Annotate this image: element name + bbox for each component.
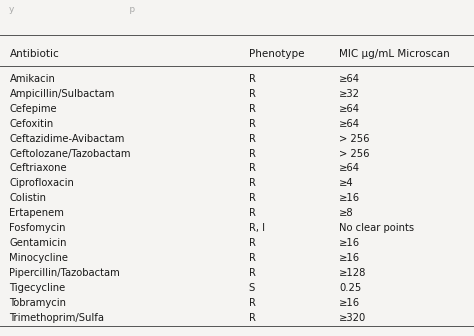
- Text: R: R: [249, 163, 256, 173]
- Text: ≥64: ≥64: [339, 74, 360, 84]
- Text: R: R: [249, 119, 256, 129]
- Text: R: R: [249, 208, 256, 218]
- Text: Ceftriaxone: Ceftriaxone: [9, 163, 67, 173]
- Text: R: R: [249, 313, 256, 323]
- Text: Minocycline: Minocycline: [9, 253, 68, 263]
- Text: > 256: > 256: [339, 149, 369, 159]
- Text: No clear points: No clear points: [339, 223, 414, 233]
- Text: Tigecycline: Tigecycline: [9, 283, 66, 293]
- Text: ≥128: ≥128: [339, 268, 366, 278]
- Text: R: R: [249, 253, 256, 263]
- Text: ≥16: ≥16: [339, 253, 360, 263]
- Text: R: R: [249, 298, 256, 308]
- Text: R: R: [249, 193, 256, 203]
- Text: > 256: > 256: [339, 134, 369, 143]
- Text: ≥16: ≥16: [339, 193, 360, 203]
- Text: R: R: [249, 238, 256, 248]
- Text: MIC μg/mL Microscan: MIC μg/mL Microscan: [339, 49, 450, 59]
- Text: Pipercillin/Tazobactam: Pipercillin/Tazobactam: [9, 268, 120, 278]
- Text: Fosfomycin: Fosfomycin: [9, 223, 66, 233]
- Text: ≥4: ≥4: [339, 178, 354, 188]
- Text: Phenotype: Phenotype: [249, 49, 304, 59]
- Text: Gentamicin: Gentamicin: [9, 238, 67, 248]
- Text: ≥32: ≥32: [339, 89, 360, 99]
- Text: 0.25: 0.25: [339, 283, 361, 293]
- Text: ≥64: ≥64: [339, 104, 360, 114]
- Text: S: S: [249, 283, 255, 293]
- Text: R: R: [249, 89, 256, 99]
- Text: y                                        p: y p: [9, 5, 136, 14]
- Text: ≥8: ≥8: [339, 208, 354, 218]
- Text: R: R: [249, 149, 256, 159]
- Text: Ampicillin/Sulbactam: Ampicillin/Sulbactam: [9, 89, 115, 99]
- Text: Cefepime: Cefepime: [9, 104, 57, 114]
- Text: Trimethoprim/Sulfa: Trimethoprim/Sulfa: [9, 313, 104, 323]
- Text: Tobramycin: Tobramycin: [9, 298, 66, 308]
- Text: Amikacin: Amikacin: [9, 74, 55, 84]
- Text: Colistin: Colistin: [9, 193, 46, 203]
- Text: ≥16: ≥16: [339, 298, 360, 308]
- Text: R: R: [249, 74, 256, 84]
- Text: ≥320: ≥320: [339, 313, 366, 323]
- Text: R, I: R, I: [249, 223, 265, 233]
- Text: R: R: [249, 134, 256, 143]
- Text: Ceftolozane/Tazobactam: Ceftolozane/Tazobactam: [9, 149, 131, 159]
- Text: ≥64: ≥64: [339, 163, 360, 173]
- Text: ≥16: ≥16: [339, 238, 360, 248]
- Text: ≥64: ≥64: [339, 119, 360, 129]
- Text: Antibiotic: Antibiotic: [9, 49, 59, 59]
- Text: R: R: [249, 268, 256, 278]
- Text: Ciprofloxacin: Ciprofloxacin: [9, 178, 74, 188]
- Text: Ceftazidime-Avibactam: Ceftazidime-Avibactam: [9, 134, 125, 143]
- Text: Cefoxitin: Cefoxitin: [9, 119, 54, 129]
- Text: R: R: [249, 178, 256, 188]
- Text: Ertapenem: Ertapenem: [9, 208, 64, 218]
- Text: R: R: [249, 104, 256, 114]
